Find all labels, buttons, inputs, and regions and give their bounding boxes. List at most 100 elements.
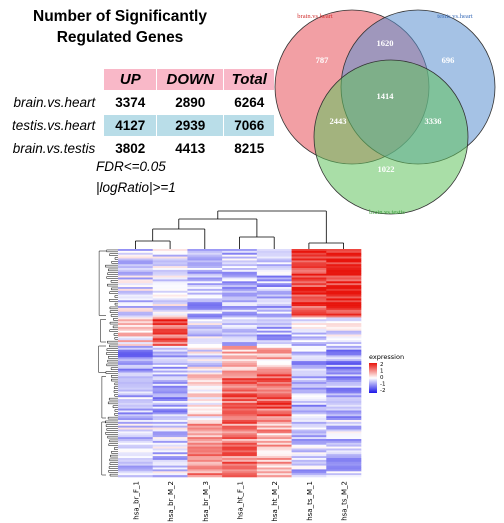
heatmap-cell (326, 313, 362, 316)
cell-down: 2890 (175, 95, 206, 110)
heatmap-cell (256, 300, 292, 303)
heatmap-cell (118, 448, 154, 451)
heatmap-cell (187, 304, 223, 307)
heatmap-cell (291, 311, 327, 314)
heatmap-cell (187, 266, 223, 269)
heatmap-cell (152, 376, 188, 379)
heatmap-cell (222, 294, 258, 297)
heatmap-cell (326, 323, 362, 326)
heatmap-cell (222, 458, 258, 461)
heatmap-cell (222, 469, 258, 472)
heatmap-cell (291, 459, 327, 463)
heatmap-cell (187, 448, 223, 451)
heatmap-cell (256, 440, 292, 444)
heatmap-cell (152, 444, 188, 447)
heatmap-cell (152, 317, 188, 320)
heatmap-cell (222, 399, 258, 402)
heatmap-cell (152, 334, 188, 337)
heatmap-cell (326, 363, 362, 366)
venn-region-a-only: 787 (316, 55, 330, 65)
heatmap-cell (256, 435, 292, 438)
heatmap-cell (256, 266, 292, 269)
heatmap-cell (222, 404, 258, 407)
heatmap-cell (291, 399, 327, 402)
heatmap-cell (326, 264, 362, 267)
heatmap-cell (152, 326, 188, 330)
heatmap-cell (222, 361, 258, 364)
heatmap-cell (291, 435, 327, 438)
heatmap-cell (118, 435, 154, 438)
heatmap-cell (222, 349, 258, 352)
heatmap-cell (222, 444, 258, 447)
heatmap-cell (291, 416, 327, 419)
heatmap-cell (152, 357, 188, 360)
heatmap-cell (118, 330, 154, 333)
heatmap-cell (222, 287, 258, 290)
heatmap-cell (118, 433, 154, 436)
heatmap-cell (118, 307, 154, 311)
heatmap-cell (222, 283, 258, 286)
heatmap-cell (291, 345, 327, 349)
heatmap-cell (326, 319, 362, 322)
heatmap-cell (256, 370, 292, 373)
dendrogram-branch (109, 291, 118, 294)
heatmap-cell (118, 440, 154, 444)
heatmap-cell (326, 448, 362, 451)
heatmap-cell (187, 469, 223, 472)
heatmap-cell (152, 401, 188, 404)
heatmap-cell (291, 353, 327, 356)
heatmap-cell (256, 256, 292, 259)
heatmap-cell (326, 300, 362, 303)
heatmap-cell (222, 355, 258, 358)
heatmap-cell (222, 461, 258, 464)
heatmap-cell (118, 376, 154, 379)
heatmap-cell (256, 450, 292, 453)
heatmap-cell (326, 254, 362, 257)
heatmap-cell (152, 382, 188, 385)
heatmap-cell (187, 461, 223, 464)
heatmap-cell (291, 323, 327, 326)
heatmap-cell (291, 294, 327, 297)
heatmap-cell (152, 361, 188, 364)
heatmap-cell (326, 414, 362, 417)
heatmap-cell (326, 317, 362, 320)
heatmap-cell (118, 288, 154, 292)
heatmap-cell (118, 252, 154, 255)
heatmap-cell (256, 423, 292, 426)
heatmap-cell (118, 345, 154, 349)
heatmap-cell (326, 425, 362, 428)
heatmap-cell (187, 307, 223, 311)
heatmap-cell (222, 319, 258, 322)
heatmap-cell (187, 433, 223, 436)
heatmap-cell (256, 347, 292, 350)
heatmap-cell (291, 347, 327, 350)
heatmap-cell (187, 372, 223, 375)
heatmap-cell (291, 448, 327, 451)
venn-set-label-a: brain.vs.heart (297, 13, 333, 20)
heatmap-cell (256, 446, 292, 449)
heatmap-cell (222, 288, 258, 292)
heatmap-cell (222, 256, 258, 259)
dendrogram-branch (98, 250, 106, 316)
heatmap-cell (118, 321, 154, 324)
heatmap-cell (118, 374, 154, 377)
heatmap-cell (187, 366, 223, 369)
heatmap-cell (256, 389, 292, 392)
heatmap-cell (291, 275, 327, 278)
heatmap-cell (256, 260, 292, 263)
heatmap-cell (256, 418, 292, 421)
heatmap-cell (222, 421, 258, 425)
heatmap-cell (326, 364, 362, 368)
heatmap-cell (326, 423, 362, 426)
heatmap-cell (256, 249, 292, 252)
venn-region-ab: 1620 (377, 38, 394, 48)
heatmap-cell (256, 439, 292, 442)
heatmap-cell (152, 311, 188, 314)
heatmap-cell (118, 366, 154, 369)
heatmap-cell (187, 410, 223, 413)
heatmap-cell (256, 401, 292, 404)
dendrogram-branch (107, 401, 118, 405)
heatmap-cell (118, 418, 154, 421)
heatmap-cell (326, 440, 362, 444)
dendrogram-branch (114, 382, 118, 386)
